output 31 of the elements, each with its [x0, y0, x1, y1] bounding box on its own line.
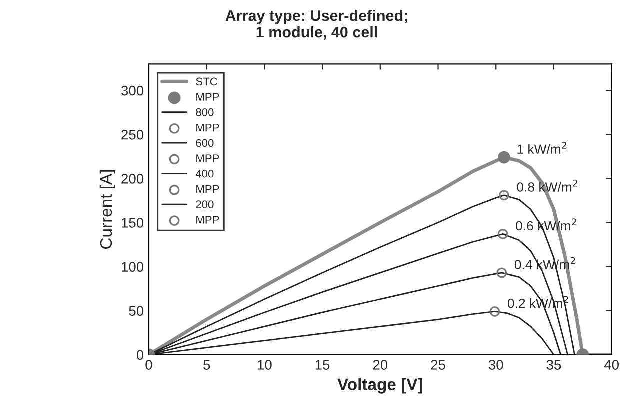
annotation: 1 kW/m$^{2}$ — [518, 142, 566, 154]
legend-label: 600 — [196, 139, 214, 148]
legend-label: MPP — [196, 124, 220, 132]
x-tick-label: 15 — [316, 360, 330, 370]
x-tick-label: 5 — [204, 360, 210, 370]
y-tick-label: 200 — [122, 174, 144, 184]
legend-label: MPP — [196, 93, 220, 101]
y-axis-title: Current [A] — [100, 170, 116, 249]
x-tick-label: 35 — [546, 360, 562, 370]
chart-title: Array type: User-defined; 1 module, 40 cell — [226, 10, 408, 40]
x-tick-label: 40 — [604, 360, 619, 370]
y-tick-label: 0 — [136, 350, 144, 360]
x-tick-label: 0 — [146, 360, 152, 370]
annotation: 0.8 kW/m$^{2}$ — [517, 180, 578, 192]
x-tick-label: 20 — [373, 360, 388, 370]
x-axis-title: Voltage [V] — [338, 378, 422, 394]
legend-label: MPP — [196, 154, 220, 162]
legend-label: MPP — [196, 216, 220, 224]
legend-label: 200 — [196, 200, 214, 209]
legend-label: 400 — [196, 170, 214, 178]
y-tick-label: 50 — [129, 306, 144, 316]
x-tick-label: 30 — [488, 360, 504, 370]
y-tick-label: 100 — [122, 262, 144, 272]
y-tick-label: 300 — [121, 86, 144, 96]
y-tick-label: 250 — [122, 130, 144, 140]
y-tick-label: 150 — [122, 218, 144, 228]
x-tick-label: 10 — [258, 360, 272, 370]
legend-label: STC — [196, 78, 218, 86]
legend-label: 800 — [196, 108, 214, 116]
x-tick-label: 25 — [431, 360, 446, 370]
legend-label: MPP — [196, 185, 220, 194]
